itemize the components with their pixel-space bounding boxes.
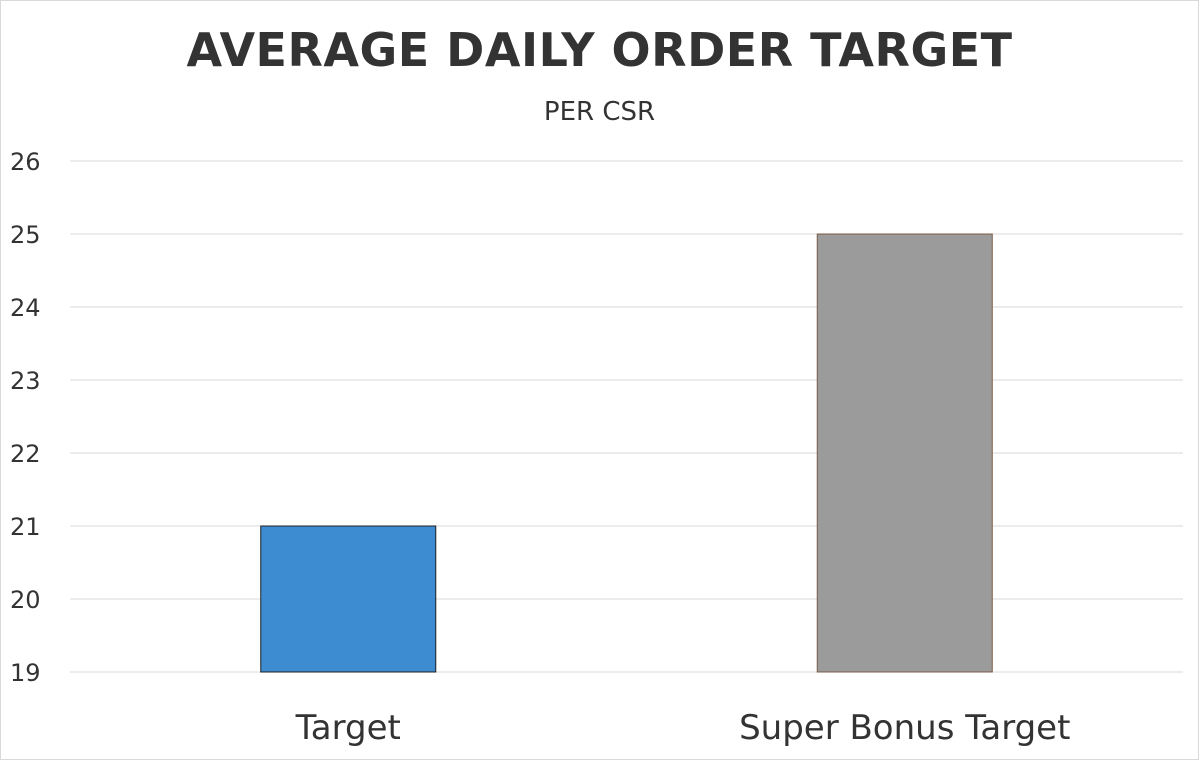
chart-title: AVERAGE DAILY ORDER TARGET <box>186 23 1013 77</box>
x-axis-category-labels: Target Super Bonus Target <box>295 708 1071 748</box>
y-tick-label: 24 <box>10 294 41 322</box>
y-tick-label: 21 <box>10 513 41 541</box>
x-category-label: Target <box>295 708 401 748</box>
y-tick-label: 26 <box>10 148 41 176</box>
y-tick-label: 20 <box>10 586 41 614</box>
bar-target <box>260 525 437 673</box>
y-tick-label: 23 <box>10 367 41 395</box>
y-tick-label: 25 <box>10 221 41 249</box>
bars <box>260 233 993 673</box>
bar-super-bonus-target <box>816 233 993 673</box>
x-category-label: Super Bonus Target <box>739 708 1070 748</box>
chart-subtitle: PER CSR <box>543 97 656 127</box>
y-axis-tick-labels: 19 20 21 22 23 24 25 26 <box>10 148 41 687</box>
y-tick-label: 19 <box>10 659 41 687</box>
gridlines <box>70 160 1183 673</box>
y-tick-label: 22 <box>10 440 41 468</box>
